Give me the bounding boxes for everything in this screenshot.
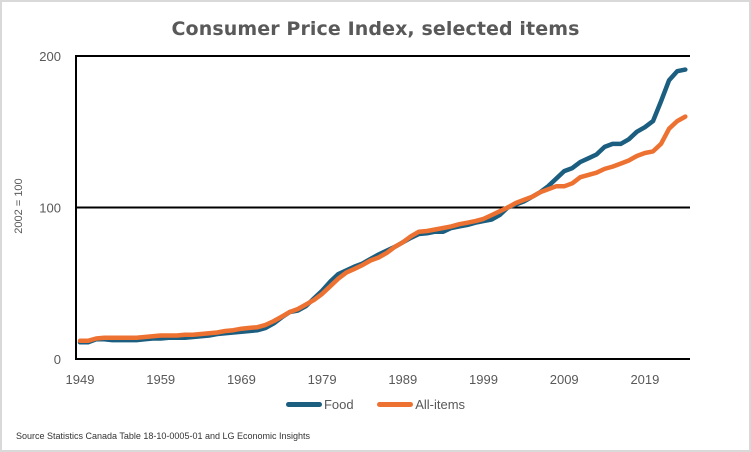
x-tick-label: 1979 (308, 372, 337, 387)
series-line-food (77, 67, 688, 345)
x-tick-label: 1999 (469, 372, 498, 387)
x-tick-label: 1959 (146, 372, 175, 387)
x-tick-label: 1949 (66, 372, 95, 387)
y-tick-label: 200 (39, 49, 61, 64)
x-tick-label: 1989 (388, 372, 417, 387)
y-tick-label: 100 (39, 201, 61, 216)
x-tick-label: 2009 (550, 372, 579, 387)
legend-item-all-items[interactable]: All-items (377, 397, 465, 412)
series-line-all-items (77, 114, 688, 344)
y-tick-label: 0 (54, 352, 61, 367)
legend-swatch-food (285, 402, 322, 407)
chart-title: Consumer Price Index, selected items (171, 18, 580, 40)
legend-swatch-all-items (377, 402, 414, 407)
legend-item-food[interactable]: Food (285, 397, 354, 412)
legend: Food All-items (0, 395, 751, 412)
source-note: Source Statistics Canada Table 18-10-000… (16, 431, 311, 441)
legend-label-food: Food (323, 397, 354, 412)
legend-label-all-items: All-items (415, 397, 466, 412)
y-axis-label: 2002 = 100 (13, 178, 25, 233)
x-tick-label: 2019 (630, 372, 659, 387)
x-tick-label: 1969 (227, 372, 256, 387)
